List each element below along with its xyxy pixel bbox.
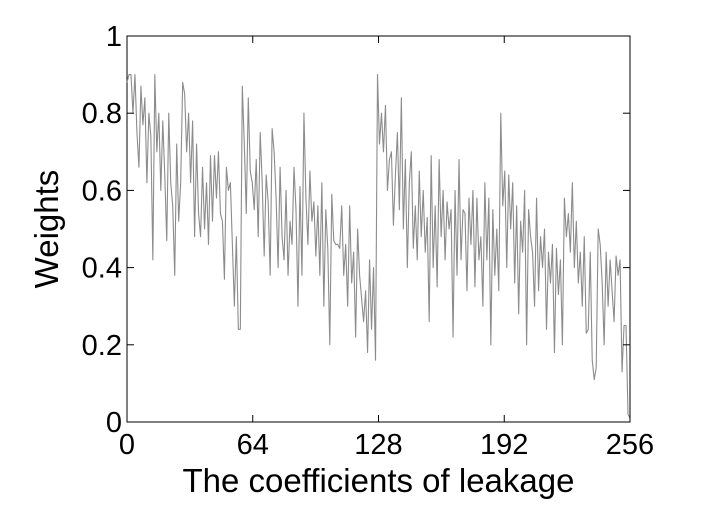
x-tick-label: 256 — [606, 429, 654, 461]
x-axis-title: The coefficients of leakage — [183, 462, 575, 499]
x-tick-label: 64 — [237, 429, 269, 461]
x-tick-label: 192 — [480, 429, 528, 461]
x-axis: 0 64 128 192 256 — [119, 36, 654, 461]
x-tick-label: 0 — [119, 429, 135, 461]
y-tick-label: 0.8 — [82, 98, 122, 130]
y-axis: 0 0.2 0.4 0.6 0.8 1 — [82, 21, 630, 439]
y-tick-label: 0.2 — [82, 330, 122, 362]
y-tick-label: 0.4 — [82, 253, 122, 285]
y-tick-label: 1 — [106, 21, 122, 53]
y-tick-label: 0 — [106, 407, 122, 439]
y-tick-label: 0.6 — [82, 175, 122, 207]
plot-area — [126, 35, 631, 423]
data-series-line — [126, 74, 631, 419]
x-tick-label: 128 — [354, 429, 402, 461]
y-axis-title: Weights — [28, 170, 65, 289]
